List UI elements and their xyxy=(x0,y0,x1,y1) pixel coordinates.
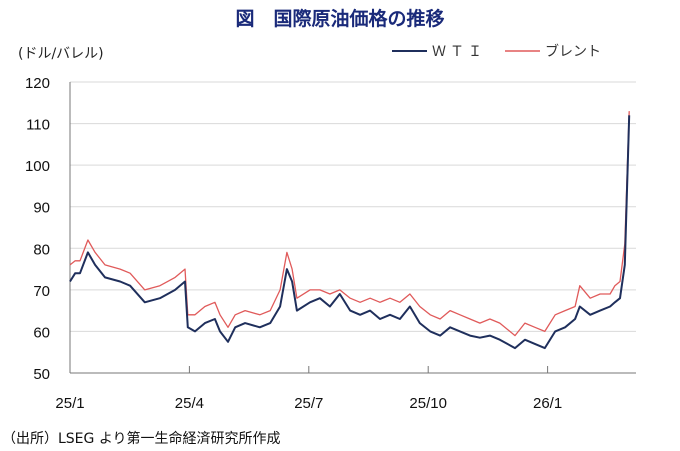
y-tick-label: 70 xyxy=(33,283,50,300)
legend-label-wti: ＷＴＩ xyxy=(432,44,486,60)
x-axis-ticks: 25/1 25/4 25/7 25/10 26/1 xyxy=(55,366,562,412)
y-tick-label: 110 xyxy=(26,117,50,134)
x-tick-label: 25/7 xyxy=(294,395,323,412)
series-lines xyxy=(69,111,631,350)
x-tick-label: 25/1 xyxy=(55,395,84,412)
y-tick-label: 80 xyxy=(33,241,50,258)
x-tick-label: 25/4 xyxy=(175,395,204,412)
chart-title: 図 国際原油価格の推移 xyxy=(235,7,444,30)
legend: ＷＴＩ ブレント xyxy=(392,43,601,60)
x-tick-label: 25/10 xyxy=(409,395,447,412)
y-axis-ticks: 50 60 70 80 90 100 110 120 xyxy=(25,75,50,383)
series-line-wti xyxy=(69,115,631,350)
legend-label-brent: ブレント xyxy=(545,43,601,60)
y-tick-label: 60 xyxy=(33,324,50,341)
x-tick-label: 26/1 xyxy=(533,395,562,412)
y-tick-label: 90 xyxy=(33,200,50,217)
y-tick-label: 100 xyxy=(25,158,50,175)
series-line-brent xyxy=(69,111,630,337)
y-axis-unit-label: (ドル/バレル) xyxy=(18,46,104,62)
gridlines xyxy=(70,81,636,332)
source-note: （出所）LSEG より第一生命経済研究所作成 xyxy=(2,430,281,447)
y-tick-label: 120 xyxy=(25,75,50,92)
y-tick-label: 50 xyxy=(33,366,50,383)
